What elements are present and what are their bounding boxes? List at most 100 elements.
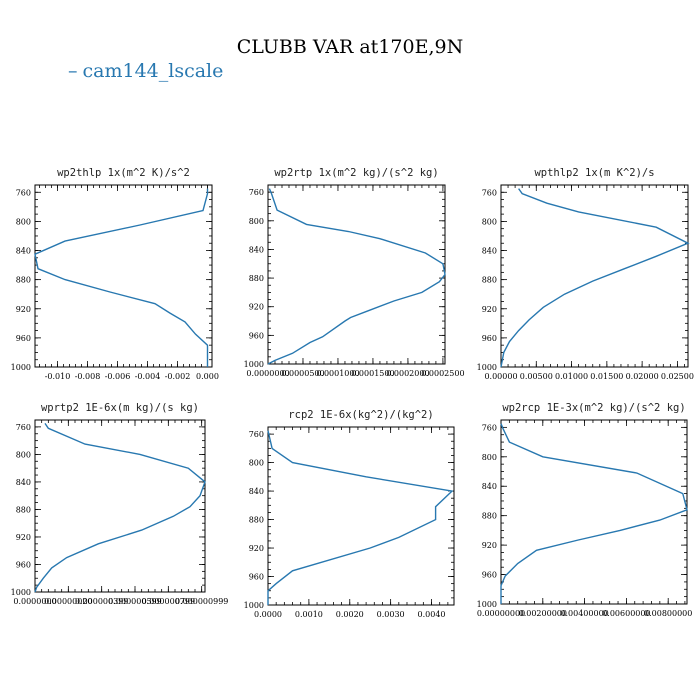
y-tick-label: 920 (16, 305, 31, 314)
y-tick-label: 1000 (477, 363, 497, 372)
x-tick-label: 0.00500 (520, 372, 553, 381)
y-tick-label: 960 (482, 571, 497, 580)
figure-title: CLUBB VAR at170E,9N (237, 36, 463, 58)
x-tick-label: 0.000000799 (142, 597, 195, 606)
y-tick-label: 1000 (11, 588, 31, 597)
x-tick-label: 0.0030 (377, 610, 405, 619)
series-line (500, 423, 688, 604)
x-tick-label: 0.01500 (590, 372, 623, 381)
y-tick-label: 920 (249, 303, 264, 312)
y-tick-label: 920 (249, 544, 264, 553)
y-tick-label: 840 (16, 247, 31, 256)
plot-frame (500, 419, 688, 605)
y-tick-label: 960 (16, 334, 31, 343)
x-tick-label: 0.00400000 (560, 609, 608, 618)
x-tick-label: 0.0000 (254, 610, 282, 619)
series-line (500, 188, 690, 368)
y-tick-label: 880 (249, 274, 264, 283)
plot-frame (34, 419, 206, 593)
panel-5: rcp2 1E-6x(kg^2)/(kg^2) 760 800 840 880 920 96… (244, 409, 455, 619)
y-tick-label: 880 (482, 512, 497, 521)
y-tick-label: 760 (16, 423, 31, 432)
x-tick-label: 0.00000000 (477, 609, 525, 618)
y-tick-label: 1000 (244, 360, 264, 369)
series-line (267, 188, 446, 365)
y-tick-label: 840 (482, 247, 497, 256)
y-tick-label: 760 (482, 423, 497, 432)
y-tick-label: 880 (16, 505, 31, 514)
y-tick-label: 840 (249, 245, 264, 254)
plot-frame (267, 426, 455, 606)
panel-title: rcp2 1E-6x(kg^2)/(kg^2) (288, 409, 433, 421)
x-tick-label: 0.000000599 (108, 597, 161, 606)
plot-frame (34, 184, 213, 368)
x-tick-label: 0.000000399 (75, 597, 128, 606)
legend: – cam144_lscale (68, 60, 223, 82)
panel-1: wp2thlp 1x(m^2 K)/s^2 760 800 840 880 920 960 1… (11, 167, 219, 381)
panel-4: wprtp2 1E-6x(m kg)/(s kg) 760 800 840 880 920… (11, 402, 229, 606)
y-tick-label: 840 (482, 482, 497, 491)
y-tick-label: 800 (249, 459, 264, 468)
x-tick-label: 0.0001000 (316, 369, 359, 378)
y-tick-label: 760 (16, 188, 31, 197)
panel-grid: wp2thlp 1x(m^2 K)/s^2 760 800 840 880 920 960 1… (11, 167, 694, 619)
y-tick-label: 920 (16, 533, 31, 542)
y-tick-label: 800 (16, 450, 31, 459)
y-tick-label: 760 (249, 430, 264, 439)
y-tick-label: 1000 (244, 601, 264, 610)
y-tick-label: 840 (249, 487, 264, 496)
x-tick-label: 0.0040 (418, 610, 446, 619)
y-tick-label: 760 (249, 188, 264, 197)
x-tick-label: 0.0010 (295, 610, 323, 619)
x-tick-label: -0.004 (135, 372, 161, 381)
y-tick-label: 800 (249, 217, 264, 226)
x-tick-label: 0.0000500 (281, 369, 324, 378)
y-tick-label: 880 (249, 516, 264, 525)
x-tick-label: 0.02500 (661, 372, 694, 381)
x-tick-label: 0.00000 (484, 372, 517, 381)
panel-title: wp2thlp 1x(m^2 K)/s^2 (57, 167, 190, 179)
x-tick-label: 0.00600000 (602, 609, 650, 618)
x-tick-label: -0.002 (165, 372, 191, 381)
plot-frame (500, 184, 689, 368)
series-line (34, 423, 206, 593)
y-tick-label: 960 (16, 560, 31, 569)
legend-label: cam144_lscale (83, 60, 224, 82)
y-tick-label: 960 (249, 573, 264, 582)
x-tick-label: 0.000 (196, 372, 219, 381)
y-tick-label: 880 (16, 276, 31, 285)
y-tick-label: 920 (482, 541, 497, 550)
y-tick-label: 1000 (477, 600, 497, 609)
x-tick-label: 0.0001500 (351, 369, 394, 378)
panel-2: wp2rtp 1x(m^2 kg)/(s^2 kg) 760 800 840 880 92… (244, 167, 465, 378)
panel-title: wpthlp2 1x(m K^2)/s (534, 167, 654, 179)
x-tick-label: -0.008 (75, 372, 101, 381)
legend-symbol: – (68, 60, 78, 82)
x-tick-label: 0.00200000 (519, 609, 567, 618)
series-line (34, 188, 209, 367)
panel-title: wp2rtp 1x(m^2 kg)/(s^2 kg) (274, 167, 438, 179)
x-tick-label: -0.010 (45, 372, 71, 381)
y-tick-label: 800 (482, 453, 497, 462)
y-tick-label: 920 (482, 305, 497, 314)
y-tick-label: 800 (16, 217, 31, 226)
x-tick-label: 0.00000020 (44, 597, 92, 606)
plot-frame (267, 184, 446, 365)
y-tick-label: 760 (482, 188, 497, 197)
x-tick-label: 0.000000999 (175, 597, 228, 606)
x-tick-label: 0.01000 (555, 372, 588, 381)
panel-3: wpthlp2 1x(m K^2)/s 760 800 840 880 920 960 100… (477, 167, 694, 381)
x-tick-label: 0.02000 (626, 372, 659, 381)
panel-6: wp2rcp 1E-3x(m^2 kg)/(s^2 kg) 760 800 840 88… (477, 402, 693, 618)
y-tick-label: 960 (249, 331, 264, 340)
y-tick-label: 1000 (11, 363, 31, 372)
x-tick-label: 0.0000000 (13, 597, 56, 606)
x-tick-label: 0.0020 (336, 610, 364, 619)
series-line (267, 430, 454, 605)
x-tick-label: 0.0000000 (246, 369, 289, 378)
y-tick-label: 880 (482, 276, 497, 285)
x-tick-label: 0.00800000 (644, 609, 692, 618)
panel-title: wprtp2 1E-6x(m kg)/(s kg) (41, 402, 199, 414)
panel-title: wp2rcp 1E-3x(m^2 kg)/(s^2 kg) (502, 402, 685, 414)
y-tick-label: 800 (482, 217, 497, 226)
